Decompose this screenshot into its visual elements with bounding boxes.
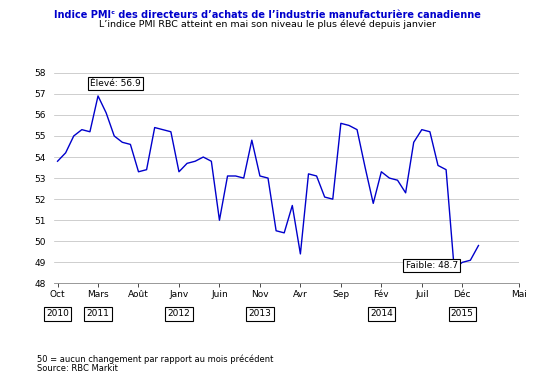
- Text: 2010: 2010: [46, 309, 69, 319]
- Text: 2015: 2015: [451, 309, 473, 319]
- Text: 2014: 2014: [370, 309, 393, 319]
- Text: L’indice PMI RBC atteint en mai son niveau le plus élevé depuis janvier: L’indice PMI RBC atteint en mai son nive…: [99, 20, 436, 29]
- Text: 2011: 2011: [87, 309, 110, 319]
- Text: 2012: 2012: [167, 309, 190, 319]
- Text: Indice PMIᶜ des directeurs d’achats de l’industrie manufacturière canadienne: Indice PMIᶜ des directeurs d’achats de l…: [54, 10, 481, 20]
- Text: Élevé: 56.9: Élevé: 56.9: [90, 79, 141, 88]
- Text: 2013: 2013: [248, 309, 271, 319]
- Text: 50 = aucun changement par rapport au mois précédent: 50 = aucun changement par rapport au moi…: [37, 354, 274, 364]
- Text: Faible: 48.7: Faible: 48.7: [406, 261, 458, 270]
- Text: Source: RBC Markit: Source: RBC Markit: [37, 364, 118, 373]
